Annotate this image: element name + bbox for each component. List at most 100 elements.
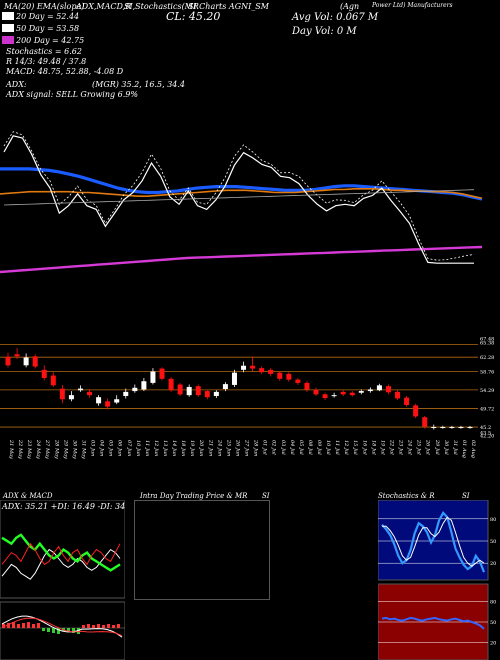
- legend-50-day-swatch: [2, 24, 14, 32]
- stoch-panel: 80 50 20 80 50 20: [378, 500, 496, 660]
- adx-signal: ADX signal: SELL Growing 6.9%: [6, 90, 138, 99]
- legend-200-day-label: 200 Day = 42.75: [16, 36, 85, 45]
- date-label: 19 Jul: [379, 440, 385, 455]
- date-label: 30 May: [71, 440, 77, 459]
- stoch-tick-label: 20: [490, 561, 496, 567]
- rsi-stat: R 14/3: 49.48 / 37.8: [6, 57, 87, 66]
- date-label: 24 Jun: [216, 439, 222, 456]
- date-label: 23 May: [26, 439, 32, 459]
- candle-body: [41, 369, 47, 378]
- candle-body: [204, 391, 210, 398]
- date-label: 10 Jun: [135, 440, 141, 456]
- date-label: 29 May: [62, 439, 68, 459]
- candle-body: [177, 384, 183, 395]
- date-label: 06 Jun: [117, 440, 123, 456]
- candle-body: [87, 391, 93, 396]
- candle-body: [467, 427, 473, 429]
- candle-body: [77, 388, 83, 391]
- date-label: 03 Jul: [280, 440, 286, 455]
- date-label: 14 Jun: [171, 440, 177, 456]
- macd-histogram-bar: [17, 624, 20, 628]
- candle-body: [404, 397, 410, 405]
- candle-body: [304, 382, 310, 390]
- date-label: 28 Jun: [253, 439, 259, 456]
- macd-histogram-bar: [47, 628, 50, 632]
- macd-signal-line: [1, 617, 123, 637]
- candle-body: [322, 394, 328, 399]
- adx-line: [1, 548, 121, 580]
- date-label: 26 Jun: [234, 439, 240, 456]
- date-label: 08 Jul: [307, 440, 313, 455]
- date-label: 18 Jun: [180, 440, 186, 456]
- date-label: 12 Jul: [343, 440, 349, 455]
- header-line1-right-b: SI Charts AGNI_SM: [188, 2, 269, 11]
- date-label: 25 Jul: [416, 439, 422, 455]
- date-label: 30 Jul: [443, 440, 449, 455]
- date-label: 27 May: [44, 439, 50, 459]
- candle-body: [413, 405, 419, 417]
- legend-200-day-swatch: [2, 36, 14, 44]
- date-label: 02 Jul: [271, 440, 277, 455]
- date-label: 31 Jul: [452, 440, 458, 455]
- date-label: 24 May: [35, 439, 41, 459]
- candle-body: [295, 379, 301, 383]
- intraday-panel-si: SI: [262, 492, 270, 500]
- intraday-panel-title: Intra Day Trading Price & MR: [140, 492, 248, 500]
- macd-histogram-bar: [67, 628, 70, 632]
- avg-volume-label: Avg Vol: 0.067 M: [292, 12, 379, 23]
- adx-values-label: ADX: 35.21 +DI: 16.49 -DI: 34.41: [1, 502, 125, 511]
- header-line1-left: MA(20) EMA(slope): [4, 2, 85, 11]
- y-tick-label: 65.38: [480, 340, 494, 346]
- candle-body: [222, 384, 228, 390]
- date-label: 21 Jun: [207, 439, 213, 456]
- y-tick-label: 42.20: [480, 434, 494, 440]
- date-label: 20 Jun: [198, 439, 204, 456]
- date-label: 10 Jul: [325, 440, 331, 455]
- macd-histogram-bar: [102, 625, 105, 628]
- macd-histogram-bar: [37, 623, 40, 628]
- stoch-tick-label: 80: [490, 517, 496, 523]
- macd-stat: MACD: 48.75, 52.88, -4.08 D: [6, 67, 124, 76]
- date-label: 07 Jun: [126, 440, 132, 456]
- date-label: 01 Aug: [461, 440, 467, 458]
- macd-histogram-bar: [7, 623, 10, 628]
- y-tick-label: 58.76: [480, 370, 494, 376]
- legend-20-day-swatch: [2, 12, 14, 20]
- adx-panel: ADX: 35.21 +DI: 16.49 -DI: 34.41: [0, 500, 125, 660]
- stoch-panel-title: Stochastics & R: [378, 492, 435, 500]
- candle-body: [449, 427, 455, 429]
- date-label: 22 May: [17, 439, 23, 459]
- date-label: 24 Jul: [407, 439, 413, 455]
- date-label: 19 Jun: [189, 440, 195, 456]
- intraday-panel: [134, 500, 270, 600]
- stoch-k-line: [381, 511, 486, 573]
- macd-histogram-bar: [112, 625, 115, 628]
- candle-body: [376, 385, 382, 391]
- date-label: 04 Jul: [289, 440, 295, 455]
- candle-body: [168, 378, 174, 391]
- candle-body: [14, 354, 20, 357]
- macd-histogram-bar: [22, 623, 25, 628]
- y-tick-label: 67.48: [480, 337, 494, 343]
- candle-body: [114, 399, 120, 403]
- candle-body: [422, 417, 428, 427]
- candle-body: [105, 401, 111, 407]
- candle-body: [159, 368, 165, 379]
- date-label: 28 May: [53, 439, 59, 459]
- candle-body: [331, 395, 337, 397]
- date-label: 16 Jul: [361, 440, 367, 455]
- legend-50-day-label: 50 Day = 53.58: [16, 24, 80, 33]
- date-label: 04 Jun: [99, 440, 105, 456]
- date-label: 13 Jun: [162, 440, 168, 456]
- candle-body: [32, 356, 38, 367]
- date-label: 09 Jul: [316, 440, 322, 455]
- candle-body: [367, 389, 373, 392]
- macd-histogram-bar: [42, 628, 45, 631]
- candle-body: [385, 386, 391, 393]
- candle-body: [286, 373, 292, 380]
- date-label: 12 Jun: [153, 440, 159, 456]
- legend-20-day: 20 Day = 52.44: [2, 12, 79, 21]
- stochastics-stat: Stochastics = 6.62: [6, 47, 82, 56]
- day-volume-label: Day Vol: 0 M: [292, 26, 357, 37]
